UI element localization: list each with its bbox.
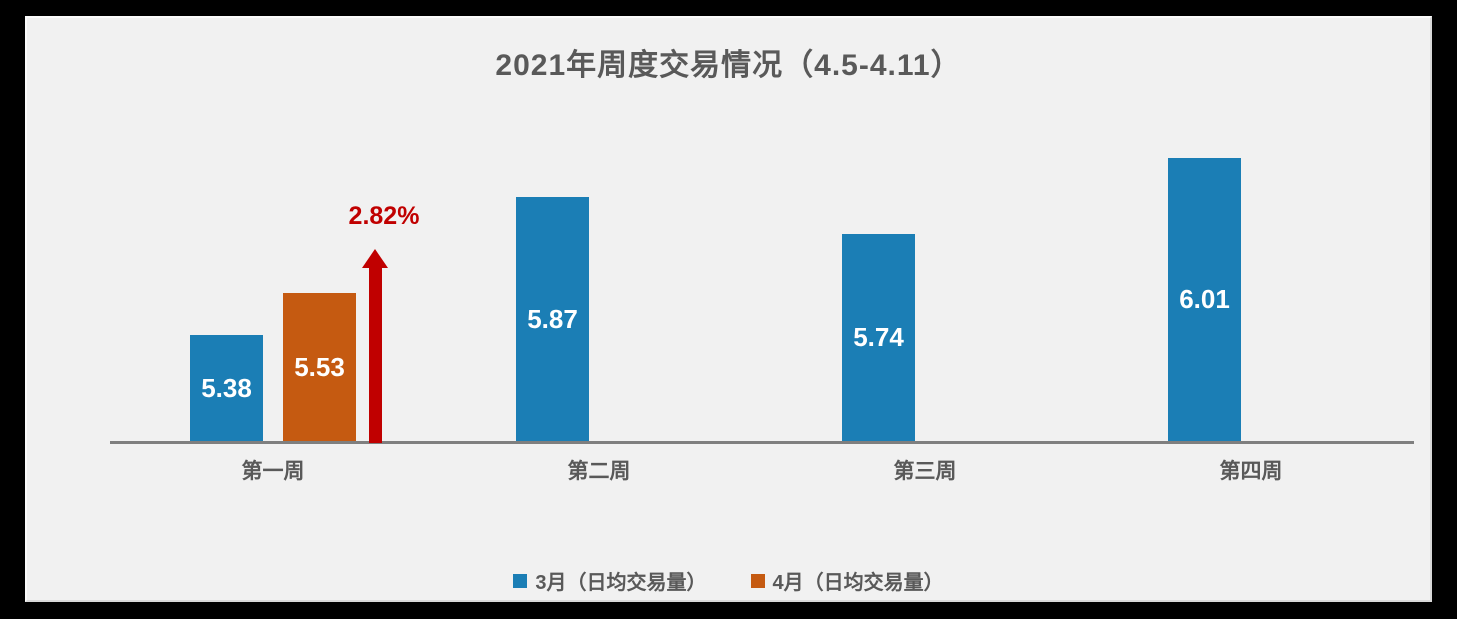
bar-s0-c1: 5.87 [516, 197, 589, 441]
legend-item-0: 3月（日均交易量） [513, 566, 707, 595]
x-axis-label-1: 第二周 [567, 460, 631, 483]
x-axis-line [110, 441, 1414, 444]
legend-swatch-icon [750, 573, 765, 588]
x-axis-label-0: 第一周 [241, 460, 305, 483]
bar-value-label: 5.87 [527, 303, 578, 334]
legend-label-0: 3月（日均交易量） [535, 572, 707, 594]
legend-swatch-icon [513, 573, 528, 588]
bar-s1-c0: 5.53 [283, 293, 356, 441]
arrow-shaft [368, 267, 382, 443]
bar-s0-c3: 6.01 [1168, 158, 1241, 441]
bar-value-label: 6.01 [1179, 284, 1230, 314]
bar-value-label: 5.38 [201, 372, 252, 403]
plot-area: 5.38 5.87 5.74 6.01 5.53 第一周 第二周 第三周 第四周 2.82% [27, 18, 1430, 600]
legend: 3月（日均交易量） 4月（日均交易量） [27, 566, 1430, 595]
chart-panel: 2021年周度交易情况（4.5-4.11） 5.38 5.87 5.74 6.01 5.… [25, 16, 1432, 602]
legend-label-1: 4月（日均交易量） [772, 572, 944, 594]
growth-percentage-label: 2.82% [348, 202, 420, 230]
arrow-up-icon [362, 249, 388, 268]
legend-item-1: 4月（日均交易量） [750, 566, 944, 595]
bar-s0-c0: 5.38 [190, 335, 263, 441]
bar-value-label: 5.53 [294, 351, 345, 382]
growth-arrow [362, 249, 388, 444]
bar-value-label: 5.74 [853, 322, 904, 352]
bar-s0-c2: 5.74 [842, 234, 915, 441]
chart-title: 2021年周度交易情况（4.5-4.11） [495, 49, 962, 82]
x-axis-label-3: 第四周 [1219, 460, 1283, 483]
x-axis-label-2: 第三周 [893, 460, 957, 483]
